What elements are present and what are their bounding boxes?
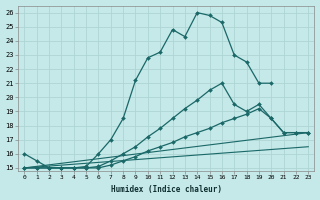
X-axis label: Humidex (Indice chaleur): Humidex (Indice chaleur) [111, 185, 222, 194]
